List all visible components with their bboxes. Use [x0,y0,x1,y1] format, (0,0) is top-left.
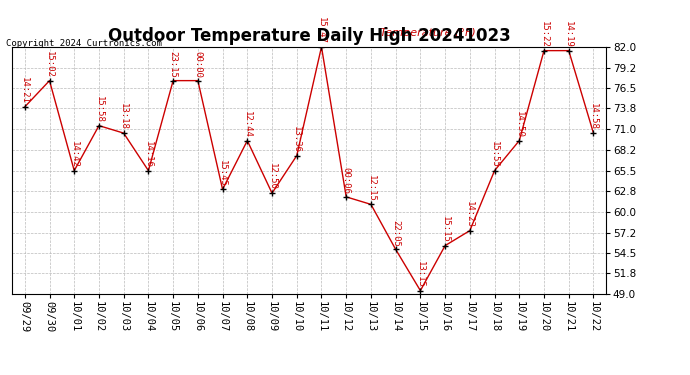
Text: 00:00: 00:00 [193,51,202,78]
Title: Outdoor Temperature Daily High 20241023: Outdoor Temperature Daily High 20241023 [108,27,511,45]
Text: 15:15: 15:15 [441,216,450,243]
Text: 14:50: 14:50 [515,111,524,138]
Text: 15:58: 15:58 [95,96,103,123]
Text: 00:06: 00:06 [342,167,351,194]
Text: Temperature (°F): Temperature (°F) [380,28,476,38]
Text: 15:22: 15:22 [540,21,549,48]
Text: 15:45: 15:45 [218,160,227,187]
Text: 12:15: 12:15 [366,175,375,202]
Text: 15:55: 15:55 [490,141,499,168]
Text: Copyright 2024 Curtronics.com: Copyright 2024 Curtronics.com [6,39,161,48]
Text: 12:50: 12:50 [268,164,277,190]
Text: 12:44: 12:44 [243,111,252,138]
Text: 22:05: 22:05 [391,220,400,247]
Text: 13:36: 13:36 [293,126,302,153]
Text: 15:47: 15:47 [317,17,326,44]
Text: 14:58: 14:58 [589,104,598,130]
Text: 14:21: 14:21 [20,77,29,104]
Text: 13:18: 13:18 [119,104,128,130]
Text: 14:16: 14:16 [144,141,153,168]
Text: 15:02: 15:02 [45,51,54,78]
Text: 14:42: 14:42 [70,141,79,168]
Text: 23:15: 23:15 [168,51,177,78]
Text: 14:19: 14:19 [564,21,573,48]
Text: 14:23: 14:23 [465,201,474,228]
Text: 13:15: 13:15 [416,261,425,288]
